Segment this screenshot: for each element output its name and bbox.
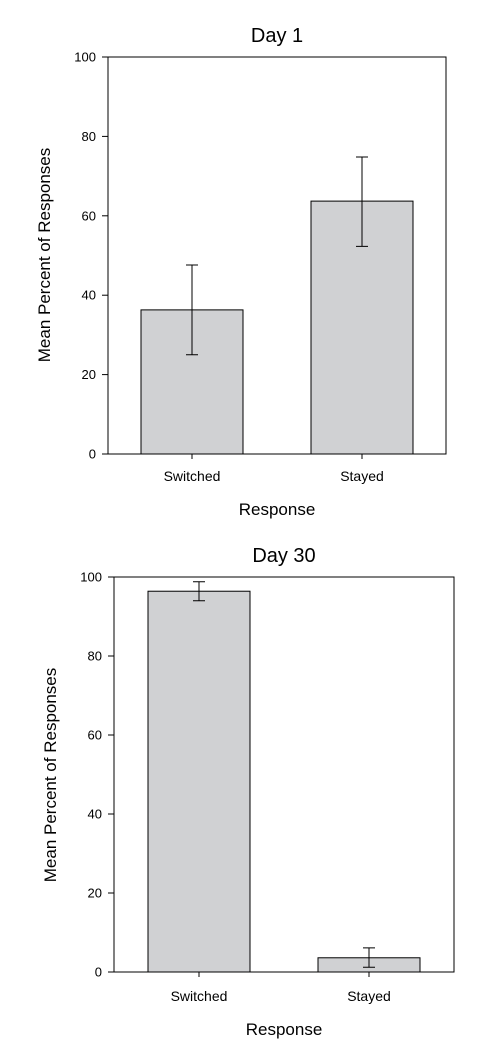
y-tick-label: 40 [88, 807, 102, 822]
chart-title: Day 30 [252, 545, 315, 567]
y-tick-label: 100 [74, 50, 96, 65]
y-axis-ticks: 0 20 40 60 80 100 [74, 50, 108, 462]
y-tick-label: 0 [95, 965, 102, 980]
error-bar-switched [186, 264, 198, 356]
y-tick-label: 60 [88, 728, 102, 743]
bar-switched [147, 590, 251, 973]
y-tick-label: 100 [80, 570, 102, 585]
y-tick-label: 20 [82, 367, 96, 382]
category-label-stayed: Stayed [340, 468, 384, 484]
category-label-switched: Switched [164, 468, 221, 484]
x-axis-label: Response [239, 500, 316, 519]
chart-day-30: Day 30 Response Mean Percent of Response… [41, 545, 455, 1039]
plot-frame [113, 576, 455, 973]
category-label-stayed: Stayed [347, 988, 391, 1004]
chart-title: Day 1 [251, 25, 303, 47]
category-labels: Switched Stayed [171, 972, 391, 1004]
error-bar-stayed [363, 947, 375, 968]
plot-frame [107, 56, 447, 455]
y-axis-label: Mean Percent of Responses [35, 148, 54, 363]
category-label-switched: Switched [171, 988, 228, 1004]
y-tick-label: 60 [82, 208, 96, 223]
y-tick-label: 40 [82, 288, 96, 303]
y-tick-label: 80 [88, 649, 102, 664]
bars [147, 581, 421, 973]
error-bar-stayed [356, 156, 368, 247]
bars [140, 156, 414, 455]
x-axis-label: Response [246, 1020, 323, 1039]
y-axis-ticks: 0 20 40 60 80 100 [80, 570, 114, 980]
y-tick-label: 20 [88, 886, 102, 901]
y-tick-label: 80 [82, 129, 96, 144]
category-labels: Switched Stayed [164, 454, 384, 484]
chart-day-1: Day 1 Response Mean Percent of Responses… [35, 25, 447, 519]
y-axis-label: Mean Percent of Responses [41, 668, 60, 883]
y-tick-label: 0 [89, 447, 96, 462]
error-bar-switched [193, 581, 205, 602]
